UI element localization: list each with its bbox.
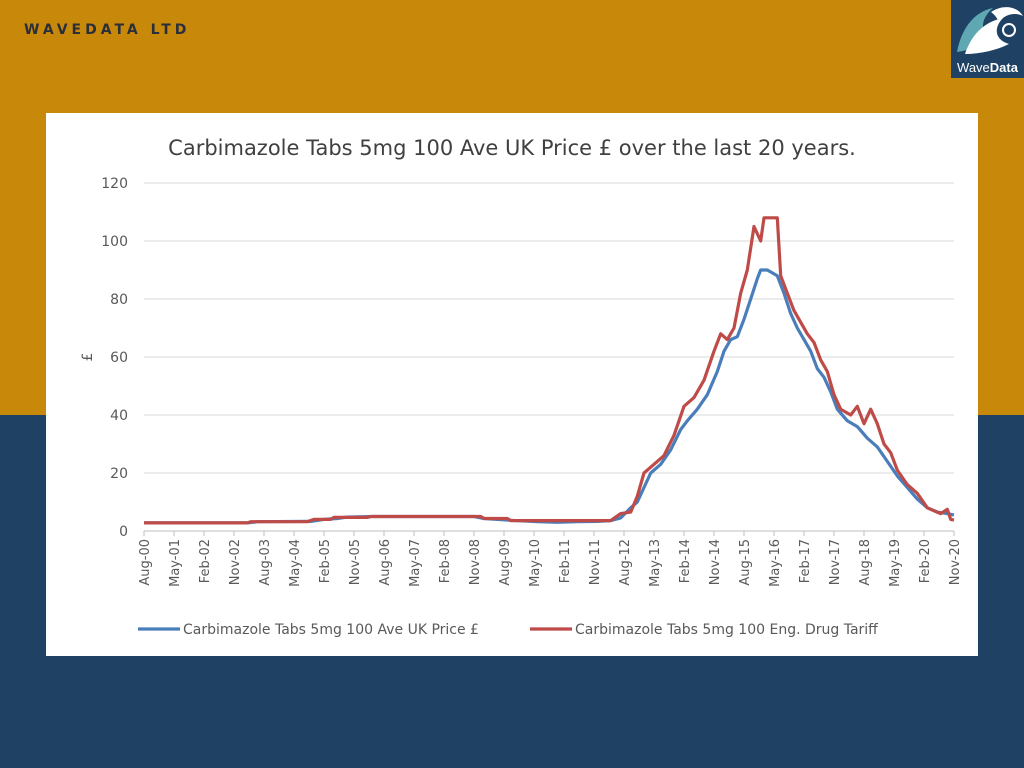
x-tick-label: Nov-20 [948,539,963,585]
x-tick-label: May-07 [408,539,423,587]
chart-panel: Carbimazole Tabs 5mg 100 Ave UK Price £ … [46,113,978,656]
x-tick-label: May-10 [528,539,543,587]
x-tick-label: Nov-17 [828,539,843,585]
x-tick-label: Aug-12 [618,539,633,586]
series-line-ave-uk-price [144,268,955,525]
y-tick-label: 120 [101,176,128,192]
y-tick-label: 0 [119,524,128,540]
company-name: WAVEDATA LTD [24,22,191,38]
wave-logo: WaveData [951,0,1024,78]
x-tick-label: Feb-11 [558,539,573,583]
y-axis-label: £ [80,353,96,362]
legend-label: Carbimazole Tabs 5mg 100 Eng. Drug Tarif… [575,622,878,638]
x-tick-label: Feb-17 [798,539,813,583]
x-tick-label: May-16 [768,539,783,587]
logo-word-prefix: Wave [957,60,990,75]
chart-title: Carbimazole Tabs 5mg 100 Ave UK Price £ … [168,136,856,160]
x-tick-label: Nov-11 [588,539,603,585]
x-tick-label: May-13 [648,539,663,587]
logo-wordmark: WaveData [951,60,1024,75]
x-tick-label: Nov-08 [468,539,483,585]
x-tick-label: May-01 [168,539,183,587]
x-tick-label: Aug-06 [378,539,393,586]
x-tick-label: Aug-00 [138,539,153,586]
logo-word-suffix: Data [989,60,1018,75]
x-tick-label: Aug-03 [258,539,273,586]
series-line-drug-tariff [144,216,955,525]
y-tick-label: 80 [110,292,128,308]
x-tick-label: Aug-18 [858,539,873,586]
x-tick-label: Nov-05 [348,539,363,585]
x-tick-label: Feb-08 [438,539,453,583]
x-tick-label: Feb-14 [678,539,693,583]
x-tick-label: Aug-15 [738,539,753,586]
x-tick-label: Feb-05 [318,539,333,583]
price-line-chart: 0 20 40 60 80 100 120 £ Aug-00 May-01 Feb-02 Nov-02… [80,176,963,638]
y-tick-label: 20 [110,466,128,482]
x-tick-label: Aug-09 [498,539,513,586]
wave-logo-icon [951,0,1024,60]
x-tick-label: Feb-20 [918,539,933,583]
x-tick-label: May-04 [288,539,303,587]
y-tick-label: 100 [101,234,128,250]
x-tick-label: May-19 [888,539,903,587]
y-tick-label: 40 [110,408,128,424]
x-tick-label: Feb-02 [198,539,213,583]
x-tick-label: Nov-14 [708,539,723,585]
x-tick-label: Nov-02 [228,539,243,585]
y-tick-label: 60 [110,350,128,366]
legend-label: Carbimazole Tabs 5mg 100 Ave UK Price £ [183,622,479,638]
